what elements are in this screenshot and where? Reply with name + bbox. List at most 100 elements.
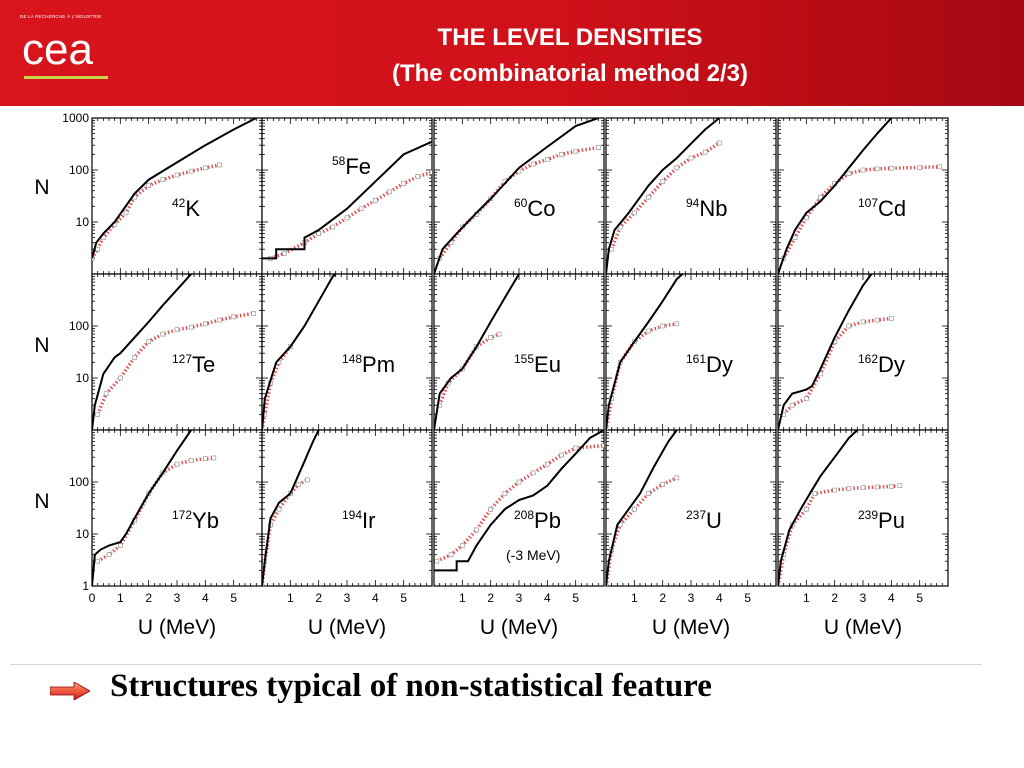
x-tick-label: 1 <box>631 591 638 605</box>
experiment-point <box>812 491 818 496</box>
experiment-point <box>573 148 578 154</box>
element-symbol: K <box>185 196 200 221</box>
x-tick-label: 4 <box>202 591 209 605</box>
experiment-point <box>282 251 287 256</box>
experiment-series <box>782 316 892 416</box>
x-tick-label: 3 <box>516 591 523 605</box>
x-tick-label: 4 <box>544 591 551 605</box>
experiment-point <box>160 331 166 337</box>
experiment-point <box>118 543 123 548</box>
experiment-point <box>106 552 112 557</box>
x-tick-label: 1 <box>287 591 294 605</box>
experiment-point <box>387 189 392 195</box>
experiment-point <box>530 161 536 167</box>
experiment-point <box>596 145 601 150</box>
experiment-point <box>674 165 680 171</box>
experiment-point <box>203 321 208 327</box>
experiment-point <box>792 235 798 240</box>
x-tick-label: 2 <box>831 591 838 605</box>
model-series <box>262 430 320 586</box>
experiment-point <box>203 165 208 171</box>
experiment-series <box>438 145 599 260</box>
y-tick-label: 100 <box>69 475 89 489</box>
nuclide-label: 194Ir <box>342 508 375 533</box>
element-symbol: Pb <box>534 508 561 533</box>
experiment-point <box>488 506 493 512</box>
experiment-point <box>601 443 604 448</box>
model-series <box>262 140 432 260</box>
experiment-point <box>146 183 151 188</box>
experiment-point <box>516 479 522 485</box>
experiment-point <box>496 331 502 337</box>
model-series <box>434 274 520 430</box>
model-series <box>92 430 192 586</box>
experiment-point <box>674 321 680 327</box>
experiment-point <box>474 527 479 533</box>
experiment-point <box>846 323 852 329</box>
experiment-point <box>344 215 350 221</box>
experiment-point <box>415 174 421 179</box>
experiment-point <box>559 452 564 458</box>
experiment-series <box>269 170 432 260</box>
experiment-point <box>559 152 564 157</box>
model-series <box>92 118 257 259</box>
experiment-point <box>174 327 180 332</box>
panel-frame <box>605 273 777 431</box>
nuclide-label: 237U <box>686 508 722 533</box>
mass-number: 58 <box>332 154 346 168</box>
x-axis-label: U (MeV) <box>652 616 730 639</box>
x-tick-label: 5 <box>744 591 751 605</box>
experiment-point <box>917 165 922 170</box>
y-axis-label: N <box>34 176 49 199</box>
y-axis-label: N <box>34 334 49 357</box>
experiment-point <box>846 171 852 176</box>
experiment-point <box>217 317 222 323</box>
experiment-point <box>146 339 151 344</box>
experiment-point <box>132 355 137 360</box>
nuclide-label: 107Cd <box>858 196 906 221</box>
experiment-point <box>448 552 454 557</box>
x-tick-label: 4 <box>372 591 379 605</box>
experiment-point <box>188 458 194 463</box>
experiment-point <box>660 179 665 184</box>
experiment-point <box>296 482 302 487</box>
x-axis-label: U (MeV) <box>480 616 558 639</box>
nuclide-label: 58Fe <box>332 154 371 179</box>
model-series <box>434 430 604 572</box>
experiment-point <box>897 483 903 488</box>
mass-number: 155 <box>514 352 534 366</box>
divider-line <box>10 664 982 665</box>
experiment-point <box>717 140 722 146</box>
mass-number: 237 <box>686 508 706 522</box>
element-symbol: Pm <box>362 352 395 377</box>
x-tick-label: 5 <box>230 591 237 605</box>
mass-number: 42 <box>172 196 186 210</box>
x-tick-label: 5 <box>916 591 923 605</box>
experiment-point <box>889 165 894 171</box>
element-symbol: Te <box>192 352 215 377</box>
x-axis-label: U (MeV) <box>824 616 902 639</box>
right-arrow-icon <box>50 682 90 700</box>
y-tick-label: 10 <box>76 371 90 385</box>
model-series <box>778 274 873 430</box>
experiment-point <box>688 155 694 161</box>
experiment-point <box>804 506 809 512</box>
y-axis-label: N <box>34 490 49 513</box>
x-tick-label: 3 <box>688 591 695 605</box>
nuclide-label: 94Nb <box>686 196 727 221</box>
logo-underline <box>24 76 108 79</box>
header-banner: DE LA RECHERCHE À L'INDUSTRIE cea THE LE… <box>0 0 1024 106</box>
x-tick-label: 2 <box>487 591 494 605</box>
nuclide-label: 155Eu <box>514 352 561 377</box>
experiment-point <box>460 543 465 548</box>
model-series <box>434 118 599 274</box>
experiment-point <box>530 470 536 476</box>
experiment-point <box>937 164 942 170</box>
y-tick-label: 1000 <box>62 111 89 125</box>
x-tick-label: 5 <box>400 591 407 605</box>
page-title: THE LEVEL DENSITIES <box>437 24 703 51</box>
experiment-point <box>860 167 866 173</box>
x-tick-label: 2 <box>659 591 666 605</box>
experiment-point <box>373 198 378 203</box>
y-tick-label: 10 <box>76 215 90 229</box>
